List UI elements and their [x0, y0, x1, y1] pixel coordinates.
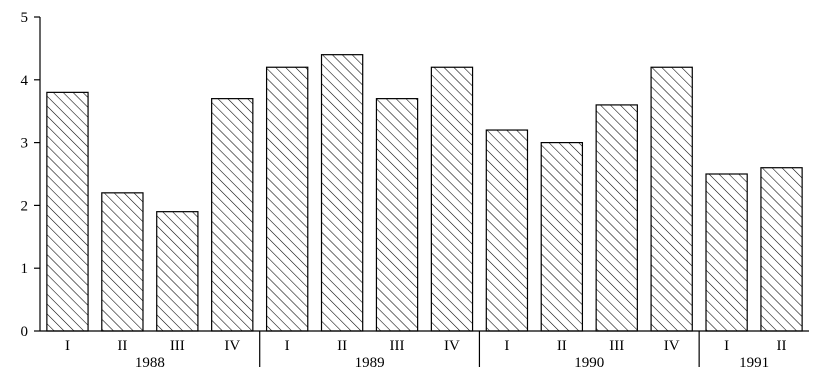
x-tick-label: III — [170, 338, 185, 354]
bar — [101, 192, 144, 332]
bar — [485, 129, 529, 332]
bar — [375, 98, 419, 332]
y-tick-label: 1 — [21, 261, 29, 277]
x-tick-label: III — [390, 338, 405, 354]
x-tick-label: I — [285, 338, 290, 354]
y-tick-label: 4 — [21, 73, 29, 89]
bar — [430, 66, 474, 332]
x-tick-label: IV — [444, 338, 460, 354]
year-label: 1988 — [135, 355, 165, 368]
bar — [156, 211, 199, 332]
y-tick-label: 3 — [21, 136, 29, 152]
bar — [650, 66, 693, 332]
bar — [265, 66, 309, 332]
x-tick-label: III — [609, 338, 624, 354]
x-tick-label: IV — [664, 338, 680, 354]
x-tick-label: I — [65, 338, 70, 354]
x-tick-label: II — [557, 338, 567, 354]
bar — [540, 142, 584, 332]
y-axis: 0 1 2 3 4 5 — [21, 10, 41, 340]
bar — [46, 91, 89, 332]
y-tick-label: 0 — [21, 324, 29, 340]
x-tick-label: IV — [224, 338, 240, 354]
x-tick-label: II — [117, 338, 127, 354]
year-label: 1990 — [574, 355, 604, 368]
year-label: 1989 — [355, 355, 385, 368]
x-tick-label: II — [337, 338, 347, 354]
x-tick-label: I — [504, 338, 509, 354]
y-tick-label: 2 — [21, 198, 29, 214]
bar — [705, 173, 748, 332]
bar — [320, 54, 364, 332]
bar — [595, 104, 638, 332]
y-tick-label: 5 — [21, 10, 29, 26]
x-tick-label: II — [777, 338, 787, 354]
x-tick-label: I — [724, 338, 729, 354]
bar — [760, 167, 803, 332]
bars-group — [46, 54, 803, 332]
bar — [211, 98, 254, 332]
year-label: 1991 — [739, 355, 769, 368]
